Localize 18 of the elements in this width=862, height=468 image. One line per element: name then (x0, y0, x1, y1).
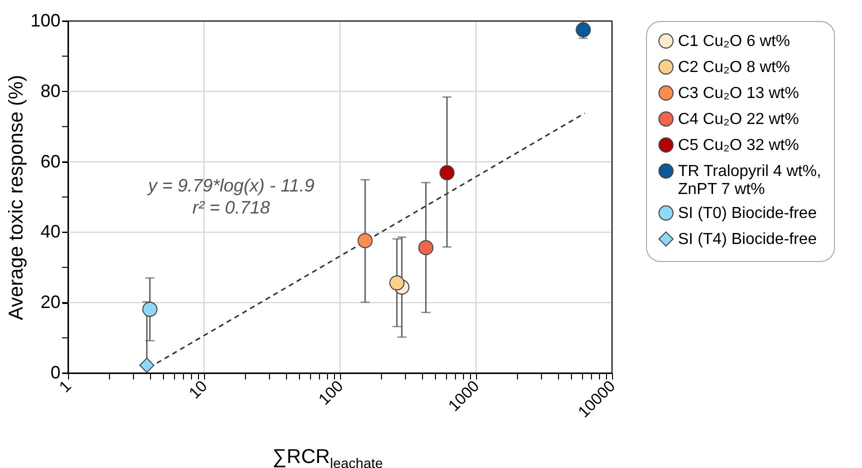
x-tick-label: 100 (316, 378, 347, 409)
x-tick-label: 10 (186, 378, 211, 402)
y-tick-label: 60 (40, 151, 60, 172)
y-tick-label: 80 (40, 80, 60, 101)
legend-label: C4 Cu₂O 22 wt% (678, 111, 799, 128)
legend-label: TR Tralopyril 4 wt%, ZnPT 7 wt% (678, 163, 822, 198)
y-tick-label: 20 (40, 292, 60, 312)
y-axis-title: Average toxic response (%) (5, 74, 28, 320)
legend-label: C5 Cu₂O 32 wt% (678, 137, 799, 154)
legend-label: SI (T4) Biocide-free (678, 231, 817, 248)
legend-label: C1 Cu₂O 6 wt% (678, 33, 790, 50)
annotation: r² = 0.718 (192, 197, 270, 218)
y-tick-label: 100 (30, 10, 60, 30)
y-tick-label: 40 (40, 222, 60, 242)
annotation: y = 9.79*log(x) - 11.9 (146, 175, 314, 196)
legend-label: C2 Cu₂O 8 wt% (678, 59, 790, 76)
legend-label: SI (T0) Biocide-free (678, 205, 817, 222)
legend-label: C3 Cu₂O 13 wt% (678, 85, 799, 102)
